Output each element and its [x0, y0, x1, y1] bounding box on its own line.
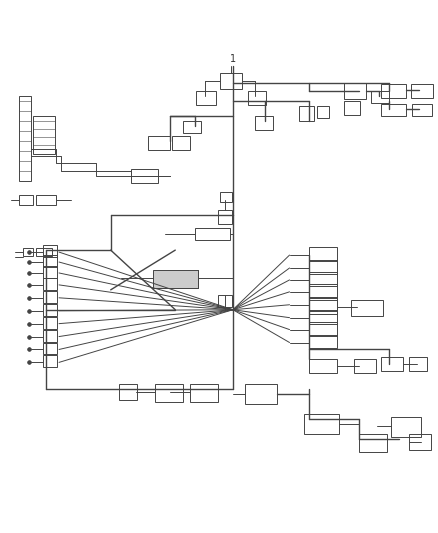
Bar — [218, 295, 232, 307]
Bar — [43, 356, 57, 367]
Bar — [183, 121, 201, 133]
Bar — [43, 343, 57, 354]
Bar — [43, 245, 57, 257]
Bar — [43, 304, 57, 316]
Bar — [309, 300, 337, 314]
Bar — [309, 284, 337, 298]
Bar — [220, 192, 232, 203]
Bar — [309, 272, 337, 286]
Bar — [19, 196, 33, 205]
Bar — [354, 359, 376, 373]
Bar — [351, 300, 383, 316]
Bar — [381, 358, 403, 372]
Bar — [344, 83, 366, 99]
Bar — [309, 310, 337, 324]
Bar — [23, 248, 33, 256]
Bar — [391, 417, 421, 437]
Bar — [412, 104, 431, 116]
Bar — [411, 84, 433, 98]
Bar — [172, 136, 190, 150]
Text: 1: 1 — [230, 54, 236, 64]
Bar — [371, 91, 389, 103]
Bar — [255, 116, 273, 130]
Bar — [153, 270, 198, 288]
Bar — [43, 255, 57, 267]
Bar — [318, 106, 329, 118]
Bar — [153, 270, 198, 288]
Bar — [195, 228, 230, 240]
Bar — [153, 270, 198, 288]
Bar — [245, 384, 277, 404]
Bar — [248, 91, 266, 105]
Bar — [43, 278, 57, 290]
Bar — [359, 434, 387, 452]
Bar — [131, 168, 159, 182]
Bar — [148, 136, 170, 150]
Bar — [381, 84, 406, 98]
Bar — [309, 247, 337, 261]
Bar — [19, 96, 31, 181]
Bar — [344, 101, 360, 115]
Bar — [36, 196, 56, 205]
Bar — [218, 211, 232, 224]
Bar — [309, 359, 337, 373]
Bar — [43, 266, 57, 278]
Bar — [409, 434, 431, 450]
Bar — [119, 384, 137, 400]
Bar — [36, 248, 52, 256]
Bar — [155, 384, 183, 402]
Bar — [43, 329, 57, 342]
Bar — [309, 297, 337, 311]
Bar — [309, 321, 337, 336]
Bar — [196, 91, 216, 105]
Bar — [309, 335, 337, 349]
Bar — [409, 358, 427, 372]
Bar — [220, 73, 242, 89]
Bar — [300, 106, 314, 121]
Bar — [381, 104, 406, 116]
Bar — [43, 291, 57, 303]
Bar — [190, 384, 218, 402]
Bar — [309, 260, 337, 274]
Bar — [33, 116, 55, 154]
Bar — [304, 414, 339, 434]
Bar — [43, 317, 57, 329]
